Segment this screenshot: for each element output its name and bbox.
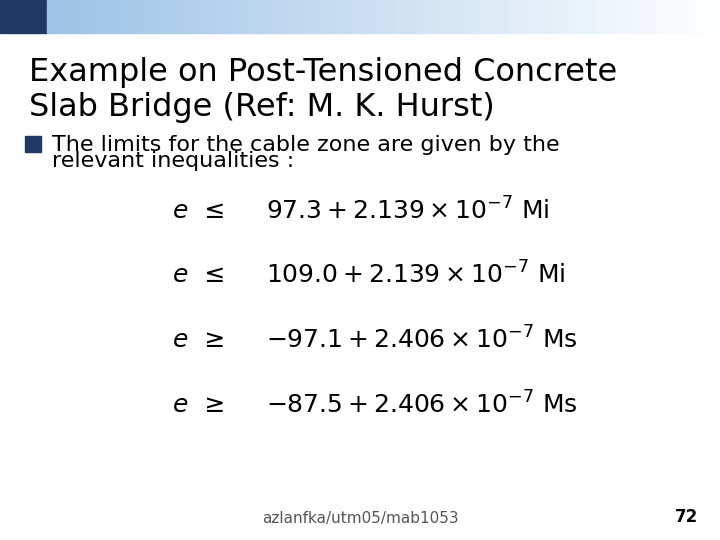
Text: Slab Bridge (Ref: M. K. Hurst): Slab Bridge (Ref: M. K. Hurst) [29,92,495,123]
Bar [226,0,238,33]
Text: $-87.5 + 2.406 \times 10^{-7}$ Ms: $-87.5 + 2.406 \times 10^{-7}$ Ms [266,392,578,418]
Bar [451,0,463,33]
Bar [428,0,440,33]
Text: relevant inequalities :: relevant inequalities : [52,151,294,171]
Bar [58,0,70,33]
Text: e  ≥: e ≥ [173,393,225,417]
Text: e  ≤: e ≤ [173,199,225,222]
Bar [125,0,138,33]
Bar [103,0,115,33]
Bar [148,0,160,33]
Bar [462,0,474,33]
Bar [630,0,642,33]
Bar [271,0,283,33]
Text: e  ≤: e ≤ [173,264,225,287]
Bar [541,0,552,33]
Bar [518,0,530,33]
Bar [159,0,171,33]
Text: The limits for the cable zone are given by the: The limits for the cable zone are given … [52,135,559,155]
Bar [406,0,418,33]
Bar [395,0,407,33]
Bar [350,0,361,33]
Bar [91,0,104,33]
Bar [653,0,665,33]
Bar [249,0,261,33]
Bar [316,0,328,33]
Bar [642,0,653,33]
Bar [439,0,451,33]
Text: azlanfka/utm05/mab1053: azlanfka/utm05/mab1053 [261,511,459,526]
Bar [552,0,564,33]
Bar [686,0,698,33]
Text: e  ≥: e ≥ [173,328,225,352]
Bar [372,0,384,33]
Bar [181,0,194,33]
Bar [47,0,59,33]
Text: $-97.1 + 2.406 \times 10^{-7}$ Ms: $-97.1 + 2.406 \times 10^{-7}$ Ms [266,327,578,354]
Bar [675,0,687,33]
Bar [473,0,485,33]
Bar [597,0,608,33]
Bar [81,0,92,33]
Bar [485,0,496,33]
Bar [338,0,351,33]
Bar [507,0,518,33]
Text: $97.3 + 2.139 \times 10^{-7}$ Mi: $97.3 + 2.139 \times 10^{-7}$ Mi [266,197,549,224]
Bar [529,0,541,33]
Bar [282,0,294,33]
Bar [585,0,598,33]
Bar [170,0,182,33]
Bar [664,0,676,33]
Bar [25,136,41,152]
Bar [361,0,373,33]
Bar [260,0,272,33]
Bar [193,0,204,33]
Text: $109.0 + 2.139 \times 10^{-7}$ Mi: $109.0 + 2.139 \times 10^{-7}$ Mi [266,262,566,289]
Bar [698,0,709,33]
Bar [574,0,586,33]
Bar [608,0,620,33]
Bar [204,0,216,33]
Text: Example on Post-Tensioned Concrete: Example on Post-Tensioned Concrete [29,57,617,87]
Bar [69,0,81,33]
Bar [417,0,429,33]
Bar [137,0,148,33]
Bar [708,0,720,33]
Bar [495,0,508,33]
Bar [294,0,305,33]
Bar [114,0,126,33]
Bar [563,0,575,33]
Bar [383,0,395,33]
Bar [328,0,339,33]
Bar [0,0,47,33]
Bar [619,0,631,33]
Bar [305,0,317,33]
Text: 72: 72 [675,509,698,526]
Bar [215,0,227,33]
Bar [238,0,250,33]
